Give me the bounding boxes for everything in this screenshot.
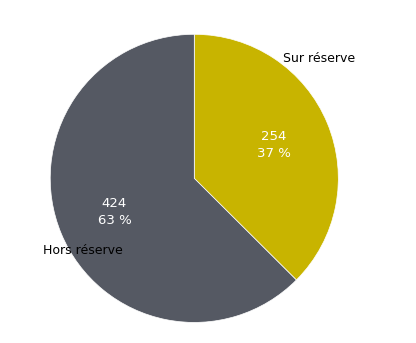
Text: Hors réserve: Hors réserve (43, 244, 123, 257)
Text: 254
37 %: 254 37 % (257, 130, 291, 160)
Text: Sur réserve: Sur réserve (283, 52, 356, 65)
Text: 424
63 %: 424 63 % (98, 197, 131, 226)
Wedge shape (50, 34, 296, 322)
Wedge shape (194, 34, 338, 280)
